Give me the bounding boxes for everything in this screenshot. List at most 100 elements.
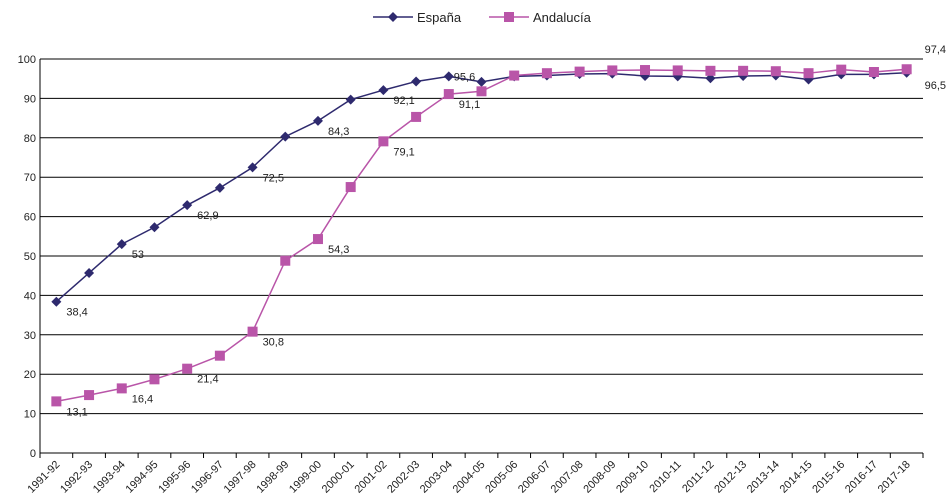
data-point: [541, 68, 552, 79]
data-point: [738, 65, 749, 76]
data-point: [51, 296, 62, 307]
x-tick-label: 1996-97: [189, 459, 226, 496]
data-point: [476, 86, 487, 97]
x-tick-label: 2009-10: [614, 459, 651, 496]
data-label: 21,4: [197, 374, 218, 386]
x-tick-label: 2000-01: [320, 459, 357, 496]
y-tick-label: 20: [24, 369, 36, 381]
data-label: 54,3: [328, 244, 349, 256]
data-point: [312, 115, 323, 126]
x-tick-label: 1992-93: [58, 459, 95, 496]
data-label: 30,8: [263, 337, 284, 349]
series-layer: [51, 64, 912, 407]
y-tick-label: 70: [24, 172, 36, 184]
data-point: [411, 111, 422, 122]
x-tick-label: 2007-08: [549, 459, 586, 496]
data-point: [640, 65, 651, 76]
data-point: [443, 71, 454, 82]
data-label: 79,1: [393, 146, 414, 158]
series-line: [55, 72, 907, 303]
x-tick-label: 2010-11: [647, 459, 683, 495]
x-tick-label: 1995-96: [156, 459, 193, 496]
series-espana: [51, 67, 912, 307]
y-tick-label: 100: [18, 54, 36, 66]
data-point: [836, 64, 847, 75]
data-label: 95,6: [454, 71, 475, 83]
x-tick-label: 2008-09: [581, 459, 618, 496]
x-tick-label: 2014-15: [778, 459, 815, 496]
data-point: [411, 76, 422, 87]
data-point: [509, 70, 520, 81]
y-tick-label: 60: [24, 212, 36, 224]
x-tick-label: 2017-18: [876, 459, 913, 496]
y-tick-label: 30: [24, 330, 36, 342]
x-tick-label: 2001-02: [352, 459, 389, 496]
data-label: 96,5: [925, 80, 946, 92]
data-point: [280, 255, 291, 266]
data-label: 84,3: [328, 126, 349, 138]
data-point: [247, 162, 258, 173]
x-tick-label: 2003-04: [418, 459, 455, 496]
y-axis-ticks: 0 10 20 30 40 50 60 70 80 90 100: [18, 54, 36, 460]
data-point: [378, 85, 389, 96]
axes: [39, 59, 924, 458]
x-tick-label: 1994-95: [124, 459, 161, 496]
x-tick-label: 2013-14: [745, 459, 782, 496]
data-point: [116, 239, 127, 250]
data-point: [345, 182, 356, 193]
x-tick-label: 2004-05: [451, 459, 488, 496]
data-point: [116, 383, 127, 394]
data-point: [345, 94, 356, 105]
x-tick-label: 1991-92: [25, 459, 62, 496]
legend-marker: [388, 12, 398, 22]
y-tick-label: 90: [24, 93, 36, 105]
data-point: [672, 65, 683, 76]
data-point: [607, 65, 618, 76]
data-point: [443, 89, 454, 100]
y-tick-label: 10: [24, 409, 36, 421]
y-tick-label: 50: [24, 251, 36, 263]
data-point: [378, 136, 389, 147]
series-line: [56, 68, 907, 403]
x-tick-label: 2011-12: [680, 459, 716, 495]
y-tick-label: 0: [30, 448, 36, 460]
legend: España Andalucía: [373, 10, 592, 25]
gridlines: [40, 58, 923, 415]
data-point: [247, 326, 258, 337]
data-label: 62,9: [197, 210, 218, 222]
data-point: [312, 234, 323, 245]
data-label: 53: [132, 249, 144, 261]
legend-marker: [504, 12, 514, 22]
legend-item-andalucia: Andalucía: [489, 10, 592, 25]
data-point: [84, 267, 95, 278]
x-tick-label: 1993-94: [91, 459, 128, 496]
data-label: 13,1: [66, 406, 87, 418]
legend-label: Andalucía: [533, 10, 592, 25]
data-labels: 38,4 53 62,9 72,5 84,3 92,1 95,6 96,5 13,1 16,4 21…: [66, 44, 946, 418]
y-tick-label: 40: [24, 290, 36, 302]
x-tick-label: 1997-98: [222, 459, 259, 496]
x-tick-label: 2006-07: [516, 459, 553, 496]
data-point: [803, 68, 814, 79]
data-point: [182, 200, 193, 211]
legend-label: España: [417, 10, 462, 25]
data-point: [705, 65, 716, 76]
x-axis-ticks: 1991-921992-931993-941994-951995-961996-…: [25, 459, 912, 496]
data-point: [84, 390, 95, 401]
data-point: [770, 66, 781, 77]
data-label: 38,4: [66, 307, 87, 319]
x-tick-label: 2002-03: [385, 459, 422, 496]
x-tick-label: 1999-00: [287, 459, 324, 496]
data-point: [868, 67, 879, 78]
x-tick-label: 2005-06: [483, 459, 520, 496]
data-point: [51, 396, 62, 407]
data-point: [149, 374, 160, 385]
x-tick-label: 2012-13: [712, 459, 749, 496]
x-tick-label: 2016-17: [843, 459, 880, 496]
data-point: [149, 222, 160, 233]
data-label: 91,1: [459, 99, 480, 111]
data-label: 16,4: [132, 393, 153, 405]
legend-item-espana: España: [373, 10, 462, 25]
data-point: [280, 131, 291, 142]
data-point: [214, 350, 225, 361]
